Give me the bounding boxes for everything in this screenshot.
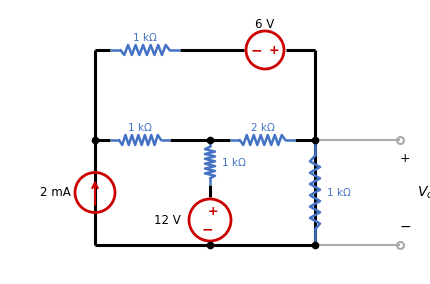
Text: 1 kΩ: 1 kΩ bbox=[133, 33, 157, 43]
Text: +: + bbox=[207, 205, 218, 218]
Text: $V_o$: $V_o$ bbox=[416, 184, 430, 201]
Text: −: − bbox=[250, 43, 261, 57]
Text: 1 kΩ: 1 kΩ bbox=[221, 158, 245, 168]
Text: 12 V: 12 V bbox=[154, 214, 181, 227]
Text: −: − bbox=[201, 222, 212, 237]
Text: 1 kΩ: 1 kΩ bbox=[128, 123, 152, 133]
Text: +: + bbox=[399, 151, 409, 164]
Text: −: − bbox=[398, 220, 410, 234]
Text: 2 kΩ: 2 kΩ bbox=[250, 123, 274, 133]
Text: 6 V: 6 V bbox=[255, 18, 274, 30]
Text: +: + bbox=[267, 43, 278, 57]
Text: 1 kΩ: 1 kΩ bbox=[326, 187, 350, 197]
Text: 2 mA: 2 mA bbox=[40, 186, 71, 199]
